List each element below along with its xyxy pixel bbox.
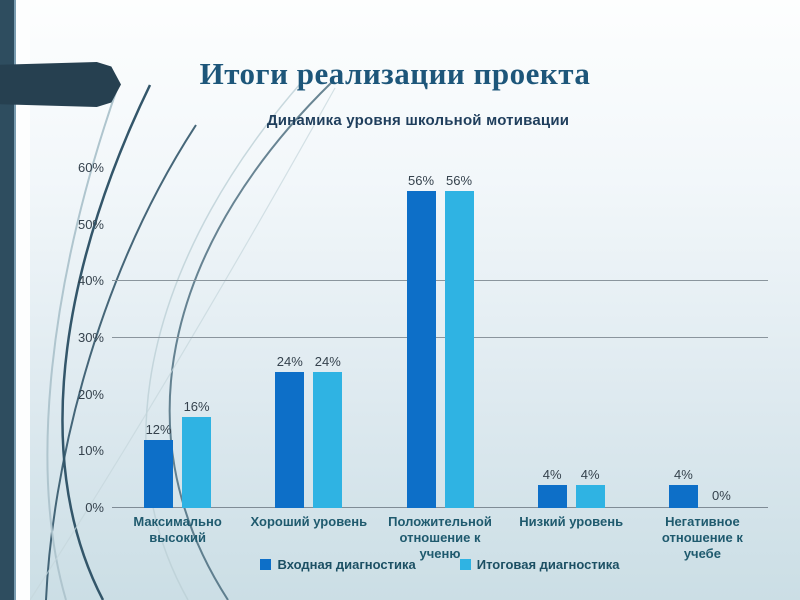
category-label: Хороший уровень bbox=[250, 514, 368, 529]
data-label: 4% bbox=[542, 467, 562, 483]
legend-label: Итоговая диагностика bbox=[476, 557, 620, 572]
bar bbox=[406, 190, 436, 508]
x-axis-line bbox=[112, 507, 768, 508]
data-label: 24% bbox=[314, 354, 341, 369]
bar bbox=[144, 440, 174, 508]
y-axis: 0% 10% 20% 30% 40% 50% 60% bbox=[0, 160, 104, 515]
legend-item: Входная диагностика bbox=[260, 557, 416, 572]
gridline bbox=[112, 280, 768, 282]
bar bbox=[444, 190, 474, 508]
bar bbox=[182, 417, 212, 508]
bar bbox=[537, 485, 567, 508]
data-label: 4% bbox=[673, 467, 693, 483]
y-axis-tick-label: 40% bbox=[77, 273, 104, 289]
y-axis-tick-label: 10% bbox=[77, 443, 104, 459]
y-axis-tick-label: 60% bbox=[77, 160, 104, 175]
data-label: 56% bbox=[407, 172, 435, 188]
bar bbox=[275, 372, 305, 508]
bar bbox=[668, 485, 698, 508]
plot-area: 12% 16% 24% 24% 56% 56% 4% 4% 4% 0% bbox=[112, 168, 768, 508]
legend-swatch bbox=[260, 559, 272, 570]
data-label: 16% bbox=[183, 399, 210, 415]
legend-item: Итоговая диагностика bbox=[459, 557, 620, 572]
y-axis-tick-label: 20% bbox=[77, 386, 104, 402]
bar bbox=[575, 485, 605, 508]
category-label: Негативное отношение к учебе bbox=[661, 514, 743, 561]
category-axis: Максимально высокий Хороший уровень Положи… bbox=[112, 514, 768, 564]
legend-swatch bbox=[459, 559, 471, 570]
chart-legend: Входная диагностика Итоговая диагностика bbox=[112, 557, 768, 572]
chart-title: Динамика уровня школьной мотивации bbox=[266, 112, 570, 129]
legend-label: Входная диагностика bbox=[277, 557, 416, 572]
bar bbox=[313, 372, 343, 508]
category-label: Низкий уровень bbox=[519, 514, 624, 529]
category-label: Положительной отношение к ученю bbox=[388, 514, 492, 561]
data-label: 56% bbox=[445, 172, 473, 188]
slide-title: Итоги реализации проекта bbox=[199, 56, 591, 91]
data-label: 24% bbox=[276, 354, 303, 369]
data-label: 4% bbox=[580, 467, 600, 483]
arrow-banner-decoration bbox=[0, 62, 121, 107]
y-axis-tick-label: 0% bbox=[85, 500, 104, 515]
category-label: Максимально высокий bbox=[133, 514, 222, 545]
y-axis-tick-label: 30% bbox=[77, 330, 104, 345]
y-axis-tick-label: 50% bbox=[77, 216, 104, 232]
data-label: 0% bbox=[711, 488, 731, 503]
gridline bbox=[112, 337, 768, 338]
left-gutter bbox=[16, 0, 30, 600]
left-accent-strip bbox=[0, 0, 16, 600]
data-label: 12% bbox=[145, 422, 172, 437]
